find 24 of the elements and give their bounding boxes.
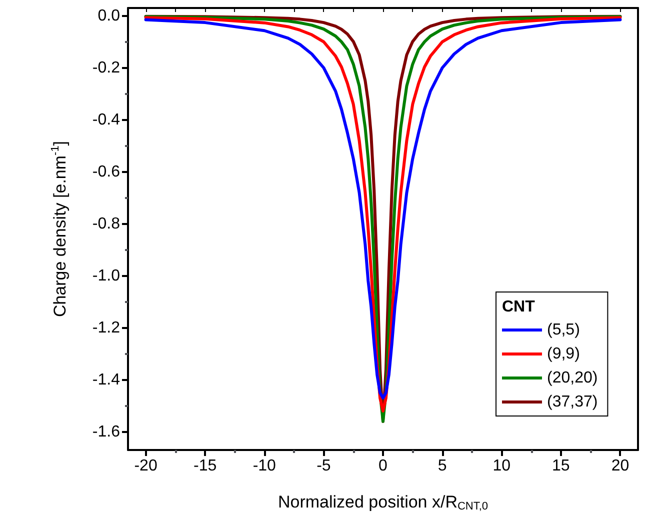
- y-tick-label: -1.4: [92, 371, 120, 388]
- y-tick-label: -0.2: [92, 59, 120, 76]
- x-tick-label: -15: [194, 458, 217, 474]
- y-tick-label: -0.6: [92, 163, 120, 180]
- x-tick-label: -5: [316, 458, 331, 474]
- legend-label: (20,20): [547, 370, 598, 386]
- x-tick-label: 0: [378, 458, 388, 474]
- legend-title: CNT: [502, 298, 536, 316]
- x-tick-label: -20: [134, 458, 158, 474]
- x-tick-label: 10: [492, 458, 511, 474]
- y-tick-label: -1.6: [92, 423, 120, 440]
- legend-label: (9,9): [547, 346, 580, 362]
- x-tick-label: 15: [552, 458, 570, 474]
- legend-label: (5,5): [547, 322, 580, 338]
- y-tick-label: -1.0: [92, 267, 120, 284]
- y-tick-label: -0.4: [92, 111, 120, 128]
- y-tick-label: 0.0: [98, 7, 120, 24]
- x-tick-label: 20: [611, 458, 630, 474]
- x-tick-label: 5: [438, 458, 447, 474]
- y-tick-label: -1.2: [92, 319, 120, 336]
- x-tick-label: -10: [252, 458, 276, 474]
- y-tick-label: -0.8: [92, 215, 120, 232]
- y-axis-title: Charge density [e.nm-1]: [50, 140, 70, 318]
- legend-label: (37,37): [547, 394, 598, 410]
